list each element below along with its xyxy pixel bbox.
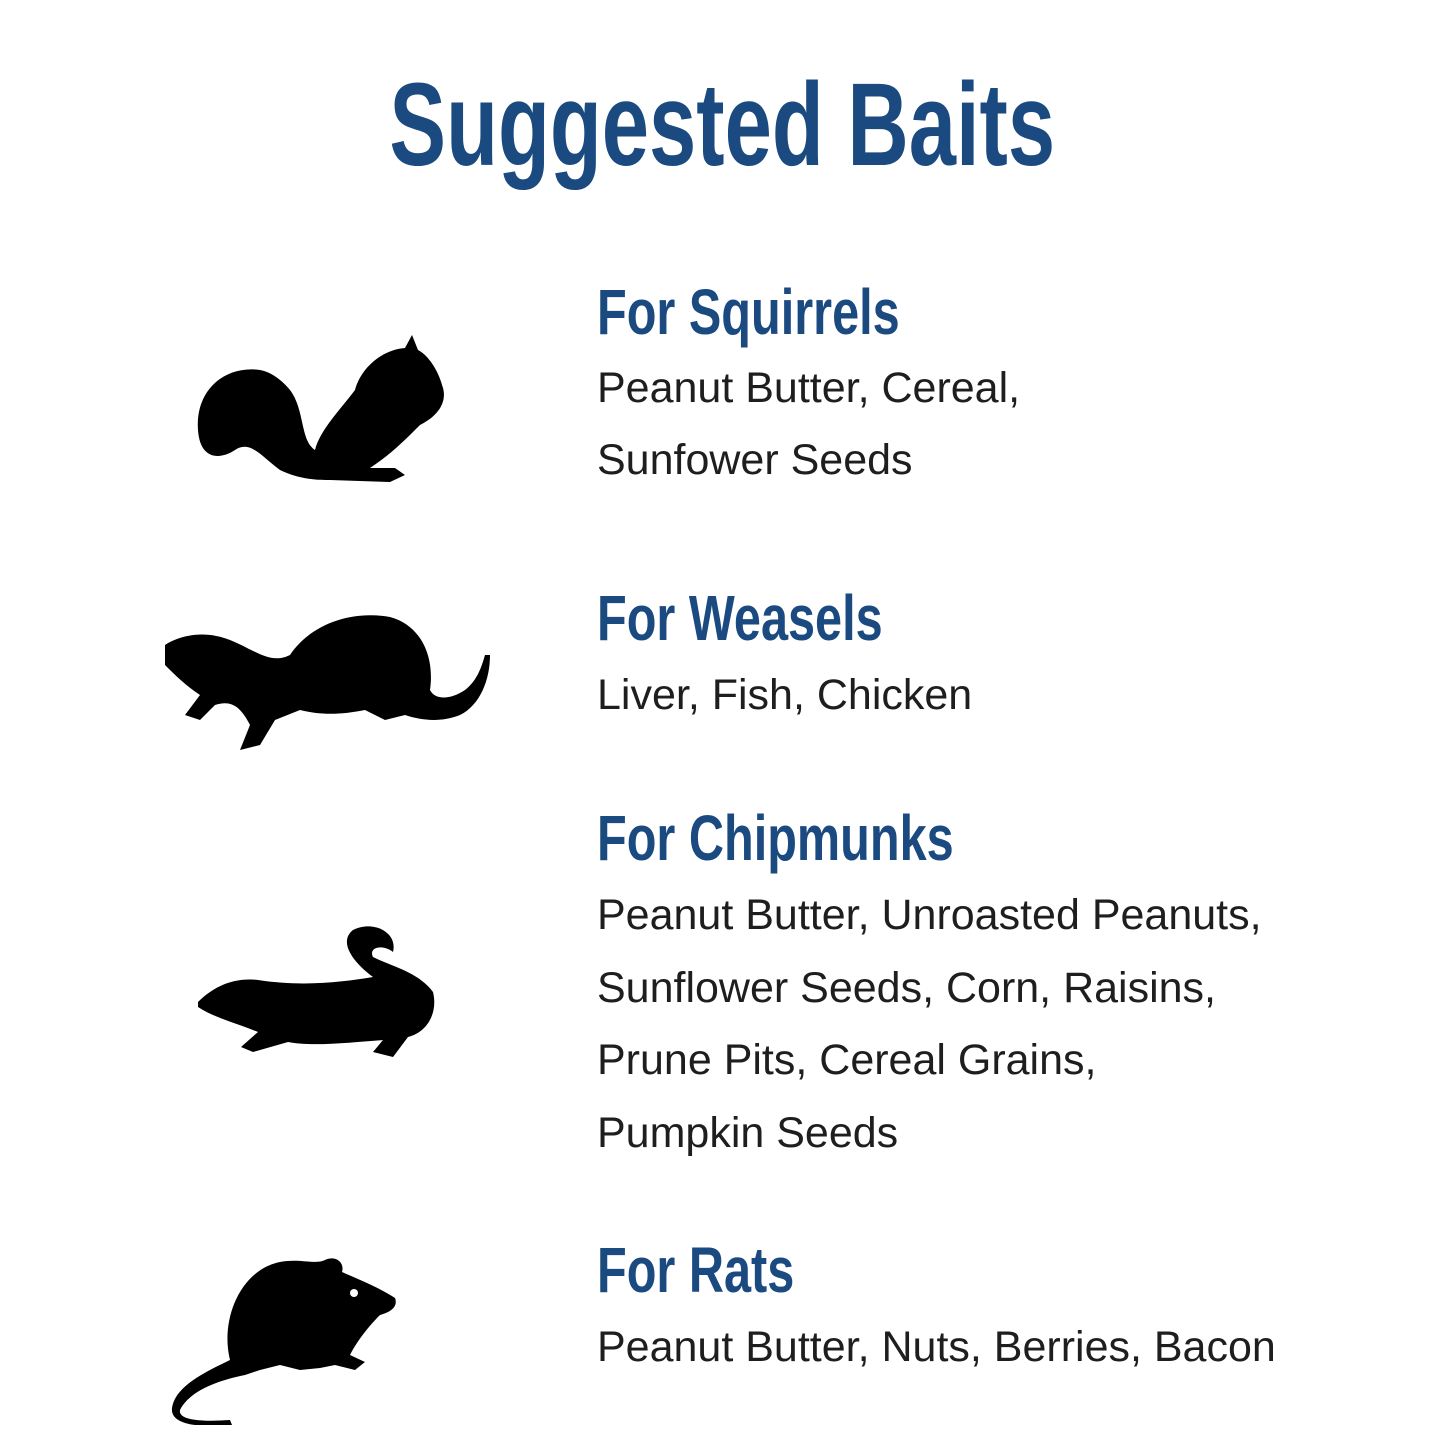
bait-line: Liver, Fish, Chicken <box>597 671 973 719</box>
bait-line: Peanut Butter, Nuts, Berries, Bacon <box>597 1323 1276 1371</box>
squirrel-icon <box>197 335 444 482</box>
bait-line: Prune Pits, Cereal Grains, <box>597 1036 1097 1084</box>
page-title: Suggested Baits <box>389 59 1056 191</box>
chipmunk-icon <box>198 926 435 1057</box>
rat-icon <box>171 1258 396 1425</box>
bait-line: Sunflower Seeds, Corn, Raisins, <box>597 964 1217 1012</box>
weasel-icon <box>165 615 490 750</box>
bait-line: Pumpkin Seeds <box>597 1109 899 1157</box>
bait-line: Peanut Butter, Cereal, <box>597 364 1021 412</box>
bait-line: Peanut Butter, Unroasted Peanuts, <box>597 891 1262 939</box>
section-heading-squirrels: For Squirrels <box>597 276 900 348</box>
section-heading-rats: For Rats <box>597 1234 795 1306</box>
section-heading-weasels: For Weasels <box>597 582 883 654</box>
bait-line: Sunfower Seeds <box>597 436 913 484</box>
section-heading-chipmunks: For Chipmunks <box>597 802 954 874</box>
